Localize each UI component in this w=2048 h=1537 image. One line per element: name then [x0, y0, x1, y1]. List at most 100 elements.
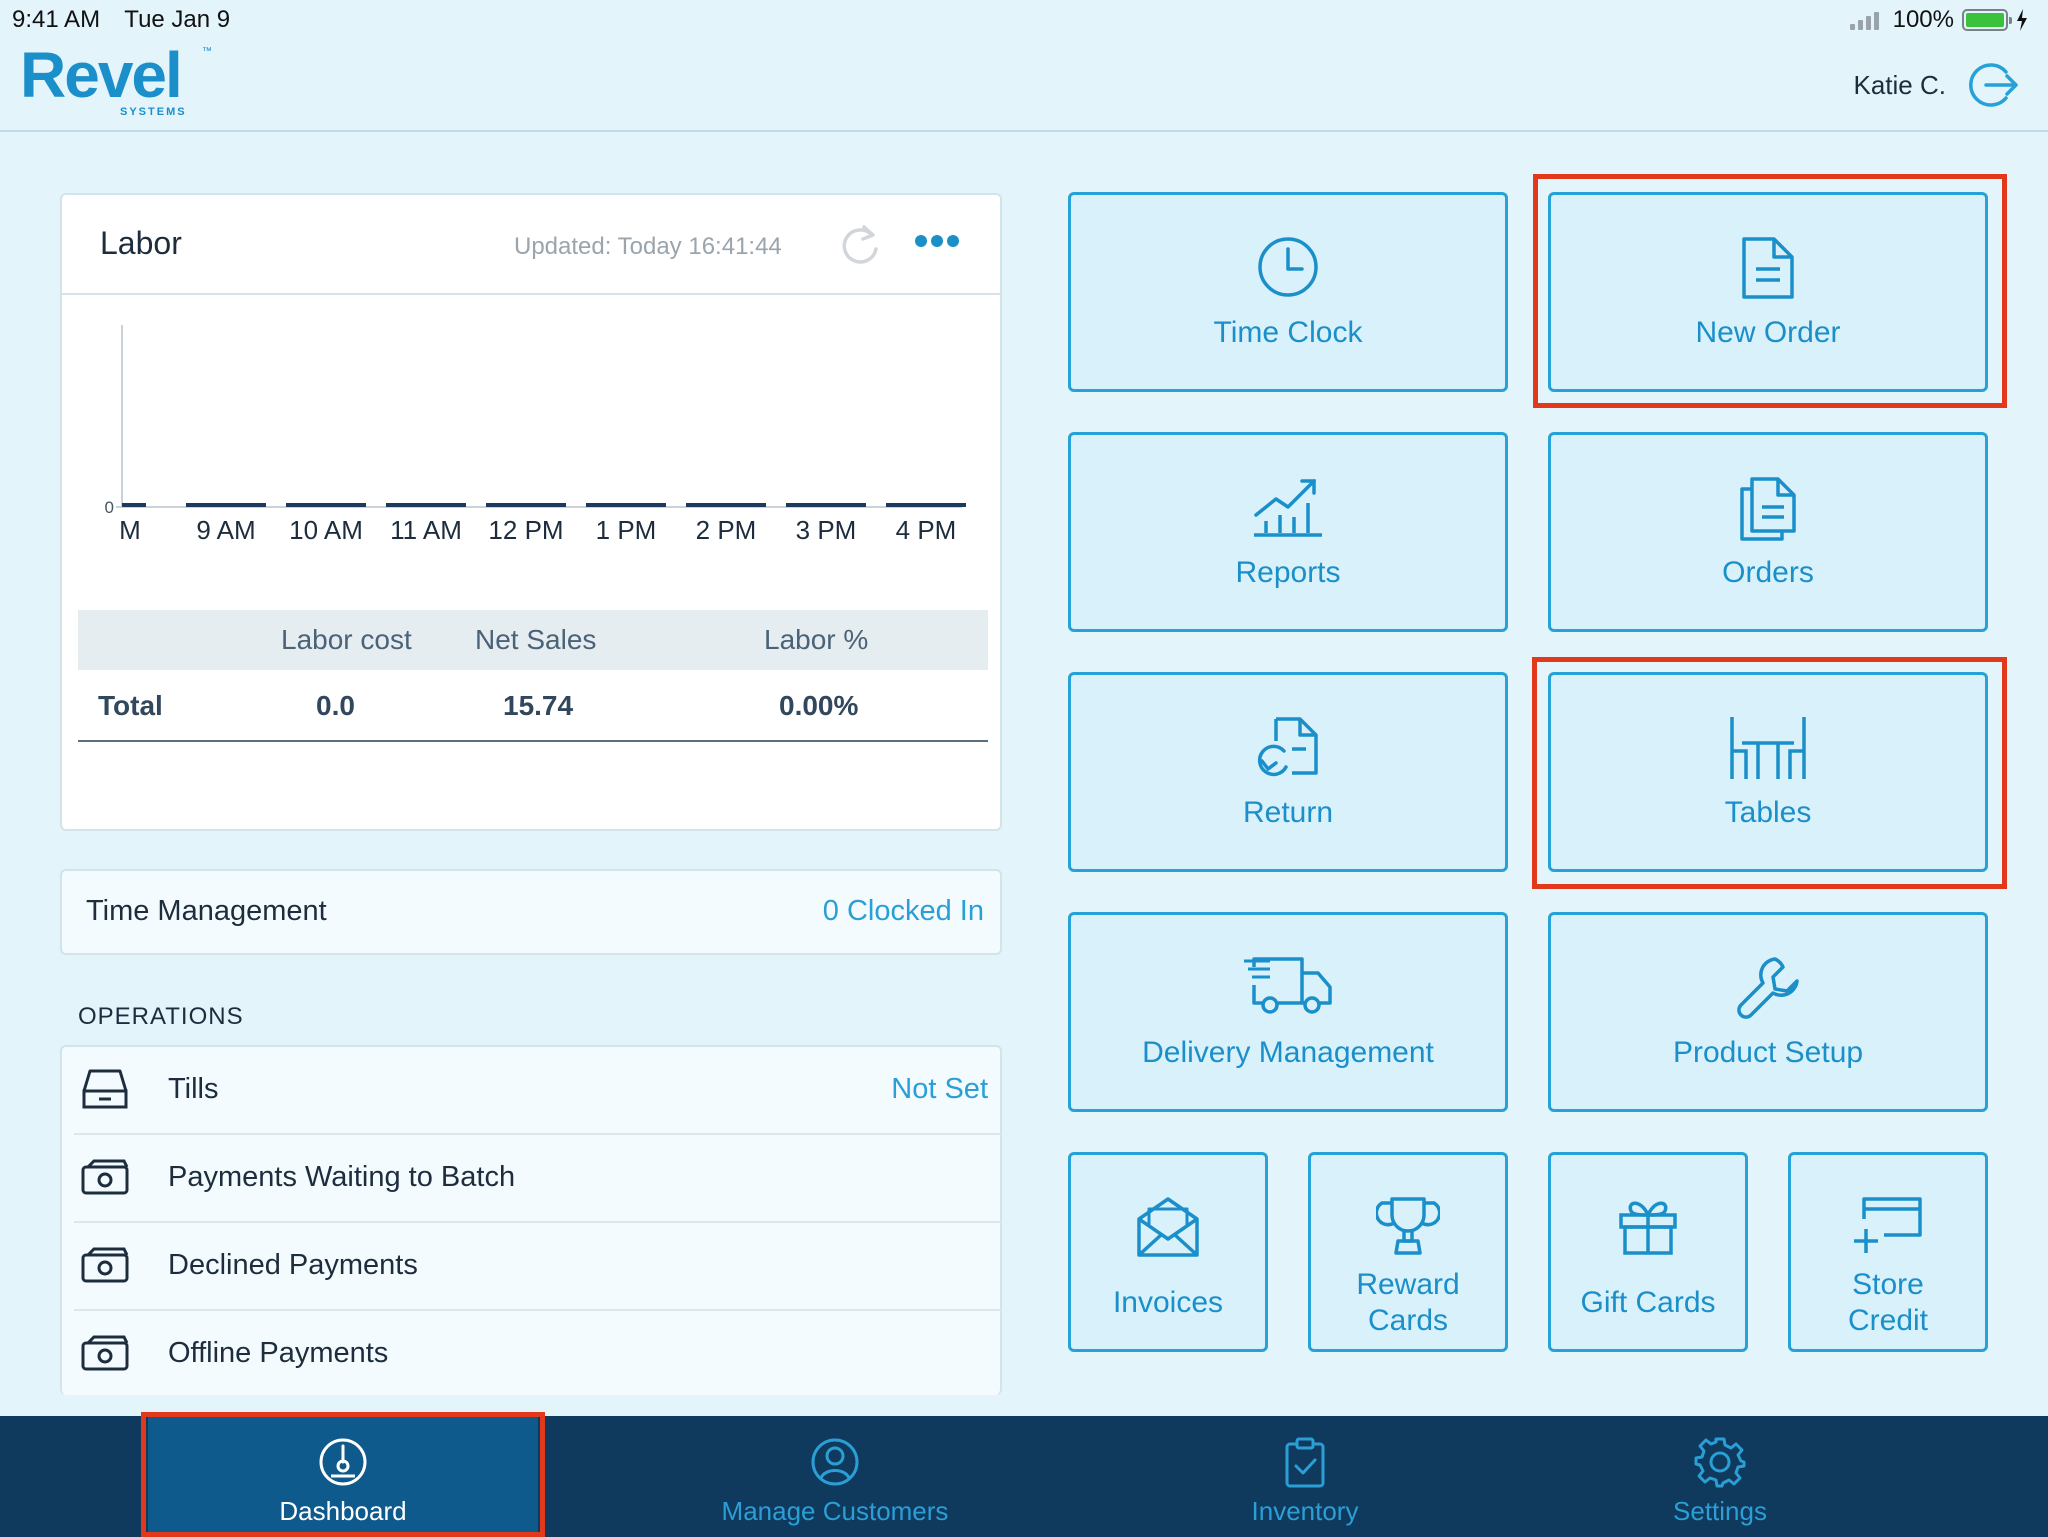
total-labor-percent: 0.00% — [779, 690, 859, 721]
highlight-dashboard — [141, 1412, 545, 1537]
ops-row-declined-payments[interactable]: Declined Payments — [74, 1223, 1002, 1311]
tables-icon — [1730, 717, 1806, 779]
chart-bar — [586, 503, 666, 507]
labor-title: Labor — [100, 225, 182, 261]
status-bar-left: 9:41 AM Tue Jan 9 — [12, 6, 248, 34]
reward-cards-label: Reward Cards — [1311, 1267, 1505, 1339]
clipboard-check-icon — [1285, 1437, 1325, 1488]
status-time: 9:41 AM — [12, 6, 101, 33]
nav-manage-customers[interactable]: Manage Customers — [640, 1416, 1030, 1537]
cash-icon — [81, 1159, 129, 1195]
nav-dashboard[interactable]: Dashboard — [148, 1416, 538, 1537]
ops-row-payments-waiting[interactable]: Payments Waiting to Batch — [74, 1135, 1002, 1223]
col-labor-percent: Labor % — [764, 624, 869, 655]
chart-x-tick-label: 2 PM — [696, 515, 757, 545]
return-tile[interactable]: Return — [1068, 672, 1508, 872]
gift-cards-tile[interactable]: Gift Cards — [1548, 1152, 1748, 1352]
logo-word: Revel — [20, 39, 183, 111]
status-bar: 9:41 AM Tue Jan 9 100% — [0, 0, 2048, 40]
total-labor-cost: 0.0 — [316, 690, 355, 721]
delivery-management-tile[interactable]: Delivery Management — [1068, 912, 1508, 1112]
nav-manage-customers-label: Manage Customers — [721, 1496, 949, 1526]
chart-x-tick-label: 11 AM — [390, 515, 462, 545]
chart-x-tick-label: 12 PM — [488, 515, 563, 545]
chart-bar — [686, 503, 766, 507]
reward-cards-tile[interactable]: Reward Cards — [1308, 1152, 1508, 1352]
chart-bar — [486, 503, 566, 507]
nav-inventory-label: Inventory — [1251, 1496, 1359, 1526]
offline-payments-label: Offline Payments — [168, 1337, 389, 1369]
payments-waiting-label: Payments Waiting to Batch — [168, 1161, 516, 1193]
chart-bar — [186, 503, 266, 507]
dashboard-gauge-icon — [319, 1438, 367, 1486]
more-options-icon[interactable] — [914, 229, 960, 253]
store-label-line2: Credit — [1847, 1304, 1929, 1337]
nav-settings-label: Settings — [1673, 1496, 1767, 1526]
charging-icon — [2017, 9, 2027, 31]
labor-updated: Updated: Today 16:41:44 — [514, 233, 782, 260]
logo-subtitle: SYSTEMS — [120, 106, 187, 118]
gift-box-icon — [1619, 1201, 1677, 1255]
orders-label: Orders — [1722, 556, 1814, 589]
signal-icon — [1849, 10, 1879, 30]
chart-x-tick-label: 10 AM — [289, 515, 363, 545]
total-net-sales: 15.74 — [503, 690, 574, 721]
chart-bar — [386, 503, 466, 507]
store-label-line1: Store — [1852, 1268, 1924, 1301]
return-document-icon — [1257, 717, 1318, 777]
product-setup-label: Product Setup — [1672, 1036, 1864, 1069]
operations-heading: OPERATIONS — [78, 1003, 244, 1030]
nav-settings[interactable]: Settings — [1525, 1416, 1915, 1537]
store-credit-tile[interactable]: Store Credit — [1788, 1152, 1988, 1352]
new-order-tile[interactable]: New Order — [1548, 192, 1988, 392]
reports-label: Reports — [1235, 556, 1341, 589]
chart-x-tick-label: 3 PM — [796, 515, 857, 545]
return-label: Return — [1242, 796, 1334, 829]
refresh-icon[interactable] — [838, 221, 882, 269]
highlight-tables — [1532, 657, 2007, 889]
ops-row-tills[interactable]: Tills Not Set — [74, 1047, 1002, 1135]
battery-percent: 100% — [1892, 6, 1954, 33]
credit-card-plus-icon — [1854, 1197, 1922, 1253]
nav-inventory[interactable]: Inventory — [1110, 1416, 1500, 1537]
envelope-icon — [1137, 1197, 1199, 1257]
status-date: Tue Jan 9 — [124, 6, 231, 33]
orders-tile[interactable]: Orders — [1548, 432, 1988, 632]
delivery-truck-icon — [1244, 957, 1332, 1014]
status-bar-right: 100% — [1849, 6, 2028, 34]
app-header: Revel ™ SYSTEMS Katie C. — [0, 40, 2048, 132]
tables-tile[interactable]: Tables — [1548, 672, 1988, 872]
chart-bar — [886, 503, 966, 507]
product-setup-tile[interactable]: Product Setup — [1548, 912, 1988, 1112]
invoices-tile[interactable]: Invoices — [1068, 1152, 1268, 1352]
bottom-navigation: Dashboard Manage Customers Inventory Set… — [0, 1416, 2048, 1537]
time-management-label: Time Management — [86, 895, 327, 927]
logo-tm: ™ — [202, 46, 212, 57]
logout-icon[interactable] — [1966, 58, 2020, 112]
reward-label-line1: Reward — [1356, 1268, 1460, 1301]
chart-y-tick-label: 0 — [105, 498, 114, 517]
chart-bar — [122, 503, 146, 507]
time-clock-label: Time Clock — [1213, 316, 1363, 349]
cash-icon — [81, 1247, 129, 1283]
tills-value: Not Set — [891, 1073, 988, 1105]
user-area: Katie C. — [1854, 58, 2021, 112]
clock-icon — [1258, 237, 1318, 297]
clocked-in-count: 0 Clocked In — [822, 895, 984, 927]
trophy-icon — [1376, 1197, 1440, 1255]
labor-chart: 0M 9 AM 10 AM 11 AM 12 PM 1 PM 2 PM 3 PM 4 PM — [105, 325, 966, 545]
time-management-row[interactable]: Time Management 0 Clocked In — [60, 869, 1002, 955]
user-name[interactable]: Katie C. — [1853, 69, 1947, 100]
gift-cards-label: Gift Cards — [1580, 1286, 1716, 1319]
orders-documents-icon — [1740, 477, 1796, 541]
cash-icon — [81, 1335, 129, 1371]
delivery-management-label: Delivery Management — [1142, 1036, 1434, 1069]
col-labor-cost: Labor cost — [281, 624, 412, 655]
time-clock-tile[interactable]: Time Clock — [1068, 192, 1508, 392]
chart-bar — [786, 503, 866, 507]
reports-tile[interactable]: Reports — [1068, 432, 1508, 632]
gear-icon — [1694, 1437, 1746, 1488]
ops-row-offline-payments[interactable]: Offline Payments — [74, 1311, 1002, 1399]
reward-label-line2: Cards — [1367, 1304, 1449, 1337]
